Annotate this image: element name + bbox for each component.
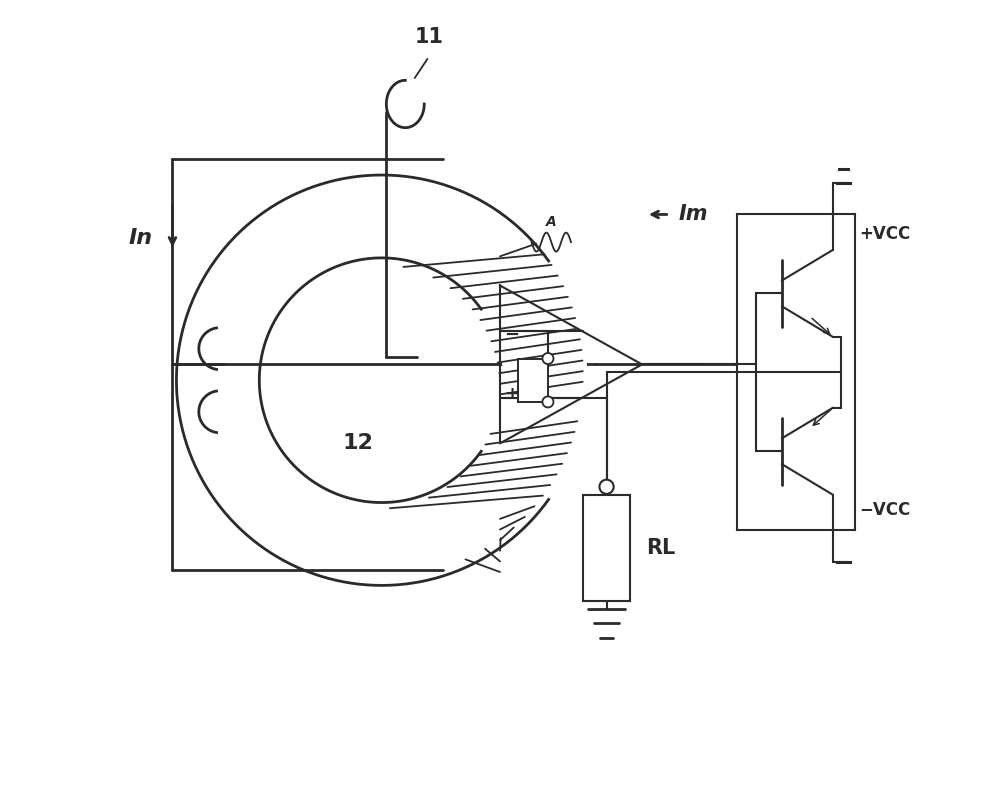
Polygon shape: [481, 261, 587, 500]
Bar: [583, 495, 630, 601]
Text: 12: 12: [343, 433, 373, 453]
Circle shape: [542, 353, 553, 364]
Text: A: A: [546, 215, 557, 230]
Bar: [737, 215, 855, 530]
Text: 11: 11: [414, 27, 443, 47]
Text: +VCC: +VCC: [859, 225, 910, 243]
Text: RL: RL: [646, 538, 675, 558]
Text: +: +: [504, 386, 519, 403]
Text: −VCC: −VCC: [859, 501, 910, 520]
Text: −: −: [504, 326, 519, 344]
Text: In: In: [129, 228, 153, 248]
Bar: [518, 359, 548, 402]
Circle shape: [599, 480, 614, 494]
Text: Im: Im: [679, 204, 708, 224]
Circle shape: [542, 396, 553, 407]
